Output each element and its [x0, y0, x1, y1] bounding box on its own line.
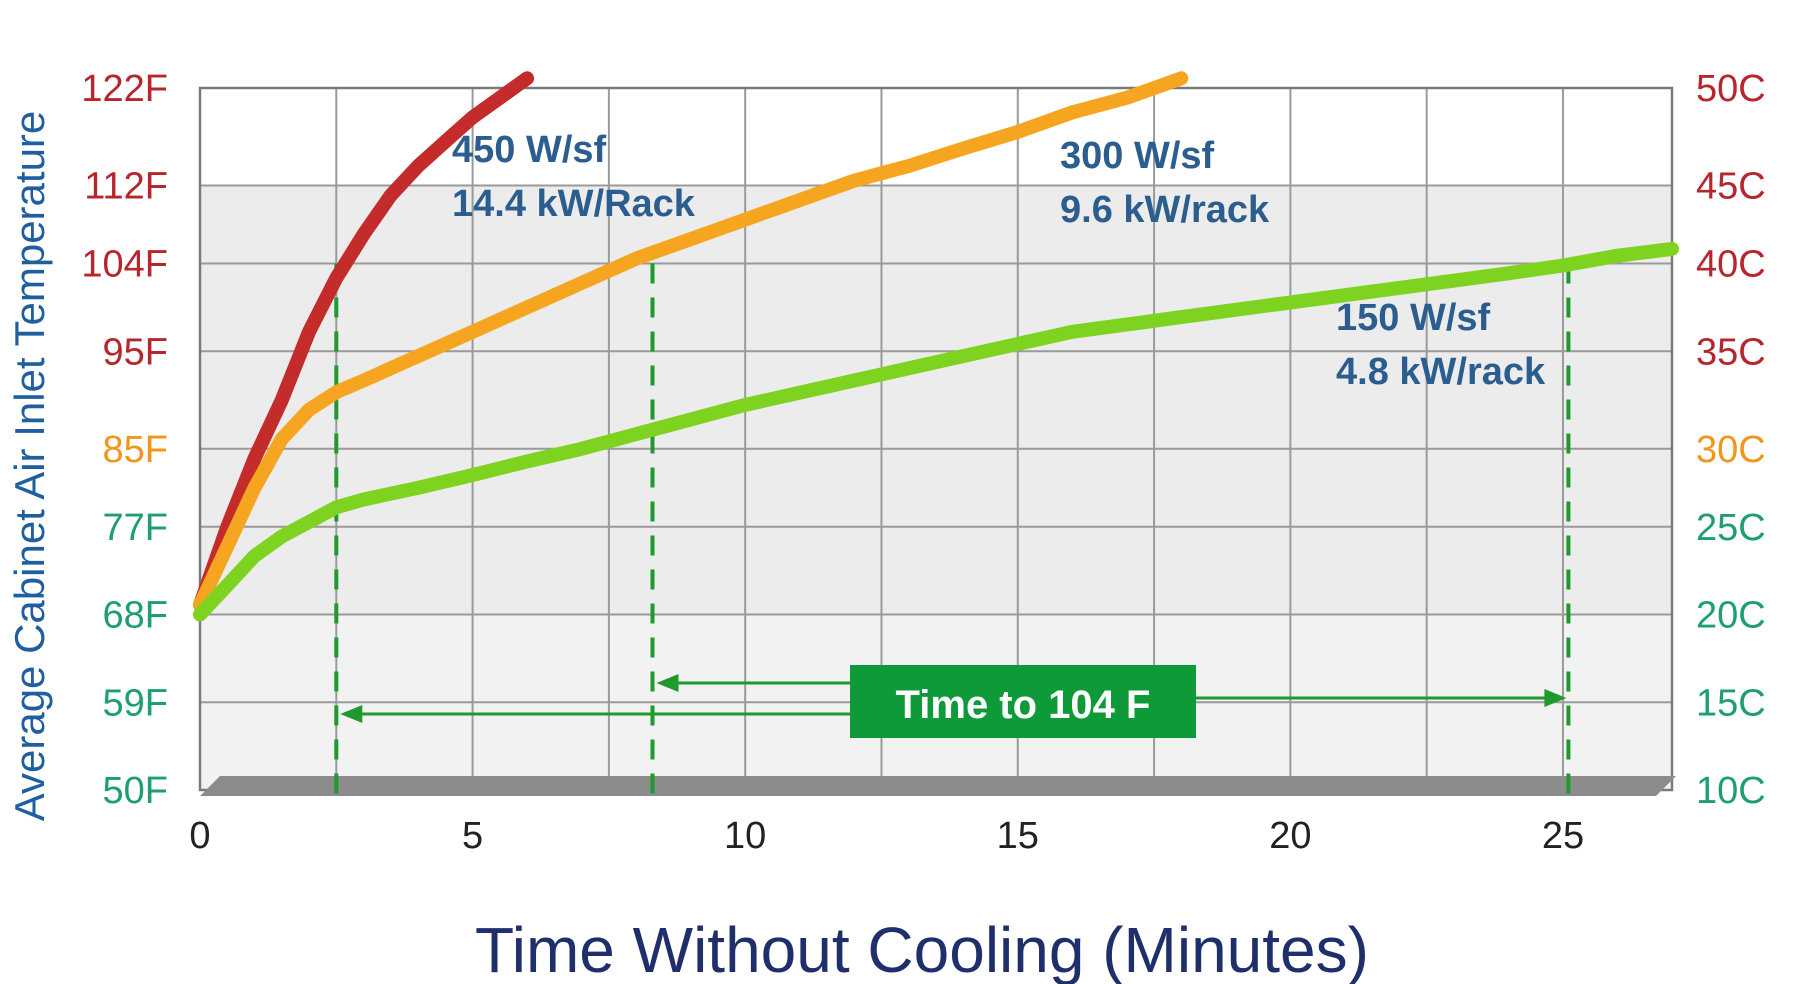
x-tick-label-0: 0: [189, 815, 210, 857]
chart-floor: [200, 776, 1676, 796]
y-left-tick-label-3: 95F: [103, 331, 168, 373]
y-right-tick-label-4: 30C: [1696, 429, 1766, 471]
y-left-tick-label-6: 68F: [103, 595, 168, 637]
y-right-tick-label-3: 35C: [1696, 331, 1766, 373]
y-axis-right-ticks: 50C 45C 40C 35C 30C 25C 20C 15C 10C: [1696, 68, 1766, 812]
gray-band: [200, 185, 1672, 615]
series-label-2: 150 W/sf 4.8 kW/rack: [1336, 297, 1546, 393]
arrowhead-marker-3: [1544, 689, 1567, 707]
y-left-tick-label-8: 50F: [103, 770, 168, 812]
y-left-tick-label-0: 122F: [81, 68, 168, 110]
y-right-tick-label-0: 50C: [1696, 68, 1766, 110]
series-line-1: [193, 71, 1189, 612]
arrowhead-marker-1: [340, 705, 363, 723]
y-axis-label: Average Cabinet Air Inlet Temperature: [6, 111, 53, 822]
y-right-tick-label-7: 15C: [1696, 682, 1766, 724]
y-right-tick-label-6: 20C: [1696, 595, 1766, 637]
arrowhead-marker-2: [656, 674, 679, 692]
y-left-tick-label-7: 59F: [103, 682, 168, 724]
callout-box: [850, 665, 1196, 738]
x-axis-ticks: 0 5 10 15 20 25: [189, 815, 1584, 857]
y-right-tick-label-2: 40C: [1696, 244, 1766, 286]
threshold-markers: [334, 263, 1571, 796]
x-tick-label-5: 25: [1542, 815, 1584, 857]
x-tick-label-2: 10: [724, 815, 766, 857]
x-tick-label-4: 20: [1269, 815, 1311, 857]
floor-slab: [200, 776, 1676, 796]
callout-text: Time to 104 F: [896, 683, 1151, 727]
series-line-2: [193, 241, 1679, 622]
series-label-0: 450 W/sf 14.4 kW/Rack: [452, 129, 696, 225]
y-left-tick-label-2: 104F: [81, 244, 168, 286]
y-left-tick-label-1: 112F: [84, 166, 168, 208]
series-labels: 450 W/sf 14.4 kW/Rack 300 W/sf 9.6 kW/rack 1…: [452, 129, 1546, 393]
series-line-0: [193, 71, 535, 612]
series-label-1: 300 W/sf 9.6 kW/rack: [1060, 135, 1270, 231]
time-to-threshold-callout: Time to 104 F: [340, 665, 1567, 738]
y-right-tick-label-1: 45C: [1696, 166, 1766, 208]
x-axis-label: Time Without Cooling (Minutes): [475, 914, 1369, 984]
x-tick-label-1: 5: [462, 815, 483, 857]
y-axis-left-ticks: 122F 112F 104F 95F 85F 77F 68F 59F 50F: [81, 68, 168, 812]
x-tick-label-3: 15: [997, 815, 1039, 857]
y-right-tick-label-8: 10C: [1696, 770, 1766, 812]
y-right-tick-label-5: 25C: [1696, 507, 1766, 549]
y-left-tick-label-4: 85F: [103, 429, 168, 471]
y-left-tick-label-5: 77F: [103, 507, 168, 549]
series-lines: [193, 71, 1679, 622]
